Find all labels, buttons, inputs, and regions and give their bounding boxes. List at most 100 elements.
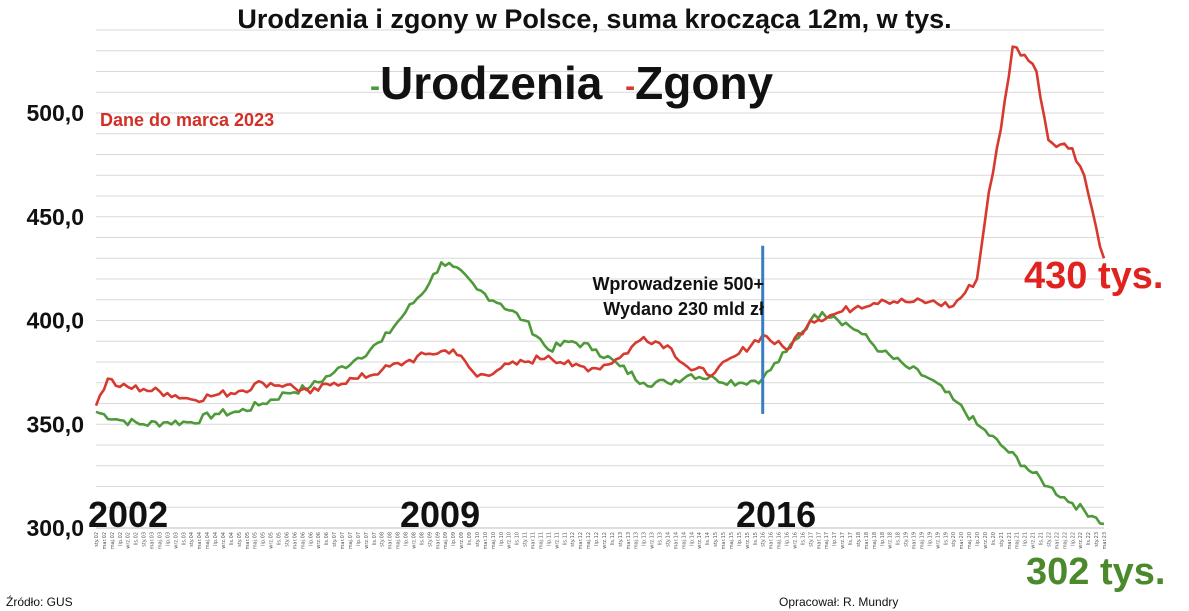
y-axis-ticks: 300,0 350,0 400,0 450,0 500,0 <box>26 100 84 541</box>
x-tick-label: mar.04 <box>197 532 203 549</box>
policy-annotation: Wprowadzenie 500+ Wydano 230 mld zł <box>592 272 764 322</box>
x-tick-label: lip.20 <box>975 532 981 546</box>
x-tick-label: mar.07 <box>340 532 346 549</box>
x-tick-label: wrz.08 <box>412 532 418 549</box>
x-tick-label: mar.12 <box>578 532 584 549</box>
urodzenia-end-label: 302 tys. <box>1026 551 1166 593</box>
x-tick-label: mar.09 <box>435 532 441 549</box>
x-tick-label: lis.13 <box>658 532 664 545</box>
year-label-2002: 2002 <box>88 494 169 535</box>
x-tick-label: mar.16 <box>769 532 775 549</box>
x-tick-label: maj.11 <box>539 532 545 549</box>
x-tick-label: lis.22 <box>1086 532 1092 545</box>
x-tick-label: maj.03 <box>158 532 164 549</box>
y-tick-label: 300,0 <box>26 515 84 541</box>
x-tick-label: lip.07 <box>356 532 362 546</box>
x-tick-label: maj.21 <box>1015 532 1021 549</box>
legend-marker-zgony: - <box>625 69 636 103</box>
series-line-urodzenia <box>95 261 1105 526</box>
x-tick-label: mar.05 <box>245 532 251 549</box>
x-tick-label: lis.21 <box>1039 532 1045 545</box>
x-tick-label: lis.14 <box>705 532 711 545</box>
x-tick-label: sty.21 <box>999 532 1005 547</box>
x-tick-label: wrz.09 <box>459 532 465 549</box>
x-tick-label: sty.19 <box>904 532 910 547</box>
x-tick-label: lis.11 <box>562 532 568 545</box>
x-tick-label: mar.21 <box>1007 532 1013 549</box>
series-lines <box>94 45 1106 526</box>
x-tick-label: maj.08 <box>396 532 402 549</box>
x-tick-label: wrz.21 <box>1031 532 1037 549</box>
x-tick-label: wrz.05 <box>269 532 275 549</box>
x-tick-label: lis.18 <box>896 532 902 545</box>
legend-label-urodzenia: Urodzenia <box>380 57 603 109</box>
x-tick-label: lis.15 <box>753 532 759 545</box>
x-tick-label: lip.21 <box>1023 532 1029 546</box>
x-tick-label: mar.17 <box>816 532 822 549</box>
x-tick-label: wrz.17 <box>840 532 846 549</box>
x-tick-label: lip.14 <box>689 532 695 546</box>
legend-label-zgony: Zgony <box>635 57 774 109</box>
x-tick-label: lis.19 <box>943 532 949 545</box>
policy-annotation-line-1: Wprowadzenie 500+ <box>592 274 764 294</box>
x-tick-label: lip.08 <box>404 532 410 546</box>
x-tick-label: maj.12 <box>586 532 592 549</box>
x-tick-label: lis.07 <box>372 532 378 545</box>
x-tick-label: wrz.19 <box>935 532 941 549</box>
x-tick-label: wrz.03 <box>173 532 179 549</box>
x-tick-label: maj.05 <box>253 532 259 549</box>
data-note: Dane do marca 2023 <box>100 110 275 130</box>
x-tick-label: mar.10 <box>483 532 489 549</box>
x-tick-label: lis.17 <box>848 532 854 545</box>
x-tick-label: mar.20 <box>959 532 965 549</box>
x-tick-label: sty.07 <box>332 532 338 547</box>
x-tick-label: sty.20 <box>951 532 957 547</box>
x-tick-label: lip.16 <box>785 532 791 546</box>
x-tick-label: lip.19 <box>927 532 933 546</box>
policy-annotation-line-2: Wydano 230 mld zł <box>603 299 764 319</box>
x-tick-label: sty.09 <box>427 532 433 547</box>
x-tick-label: wrz.12 <box>602 532 608 549</box>
x-tick-label: maj.16 <box>777 532 783 549</box>
x-tick-label: maj.06 <box>300 532 306 549</box>
x-tick-label: mar.19 <box>912 532 918 549</box>
x-tick-label: wrz.11 <box>554 532 560 549</box>
x-tick-label: wrz.16 <box>793 532 799 549</box>
x-tick-label: maj.20 <box>967 532 973 549</box>
author-note: Opracował: R. Mundry <box>779 595 899 609</box>
x-tick-label: lip.09 <box>451 532 457 546</box>
year-label-2016: 2016 <box>736 494 817 535</box>
x-tick-label: maj.13 <box>634 532 640 549</box>
x-tick-label: mar.02 <box>102 532 108 549</box>
x-tick-label: maj.04 <box>205 532 211 549</box>
x-tick-label: lip.11 <box>546 532 552 546</box>
x-tick-label: mar.06 <box>292 532 298 549</box>
x-tick-label: mar.18 <box>864 532 870 549</box>
series-line-zgony <box>94 45 1106 407</box>
legend-marker-urodzenia: - <box>370 69 380 103</box>
x-tick-label: sty.06 <box>285 532 291 547</box>
x-tick-label: lis.06 <box>324 532 330 545</box>
chart-title: Urodzenia i zgony w Polsce, suma krocząc… <box>237 4 952 34</box>
x-tick-label: wrz.02 <box>126 532 132 549</box>
x-tick-label: maj.14 <box>681 532 687 549</box>
x-tick-label: lis.12 <box>610 532 616 545</box>
x-tick-label: mar.08 <box>388 532 394 549</box>
x-tick-label: wrz.22 <box>1078 532 1084 549</box>
x-tick-label: wrz.15 <box>745 532 751 549</box>
x-tick-label: sty.16 <box>761 532 767 547</box>
x-tick-label: sty.23 <box>1094 532 1100 547</box>
x-tick-label: mar.15 <box>721 532 727 549</box>
x-tick-label: lis.09 <box>467 532 473 545</box>
x-tick-label: mar.14 <box>673 532 679 549</box>
x-tick-label: wrz.04 <box>221 532 227 549</box>
x-tick-label: maj.17 <box>824 532 830 549</box>
x-tick-label: maj.07 <box>348 532 354 549</box>
x-tick-label: lis.16 <box>800 532 806 545</box>
x-tick-label: lip.10 <box>499 532 505 546</box>
x-tick-label: mar.23 <box>1102 532 1108 549</box>
zgony-end-label: 430 tys. <box>1024 255 1164 297</box>
x-tick-label: sty.17 <box>808 532 814 547</box>
x-tick-label: maj.19 <box>919 532 925 549</box>
